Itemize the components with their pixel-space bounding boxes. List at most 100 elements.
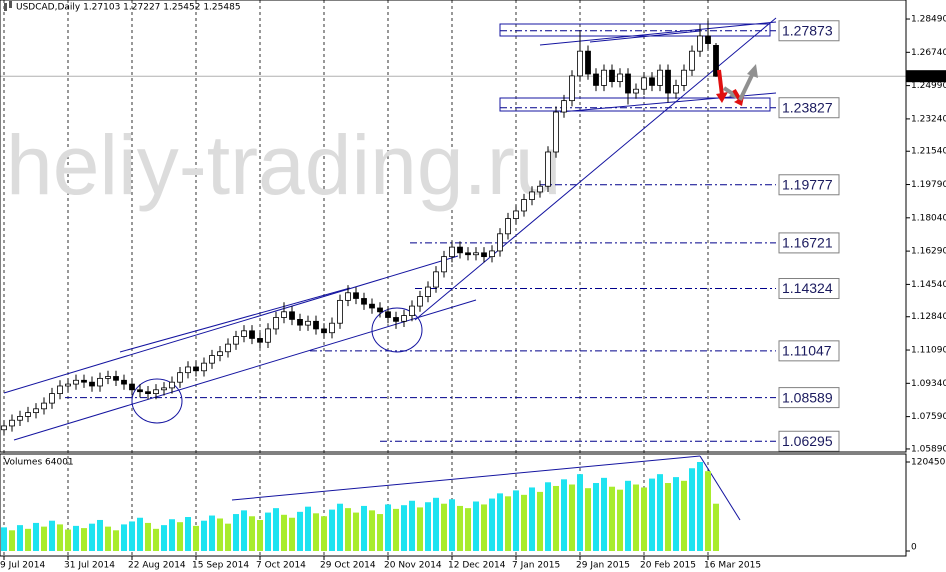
candle-body	[297, 319, 303, 326]
level-label-box	[778, 232, 840, 254]
y-tick-label: 1.14540	[911, 280, 946, 290]
volume-bar	[113, 530, 119, 551]
volume-bar	[569, 484, 575, 551]
candle-body	[113, 376, 119, 381]
candle-body	[377, 307, 383, 313]
arrow	[738, 72, 755, 101]
volume-bar	[425, 502, 431, 551]
candle-body	[217, 351, 223, 356]
candle-body	[441, 256, 447, 273]
candle-body	[233, 336, 239, 345]
volume-bar	[577, 474, 583, 551]
volume-bar	[305, 506, 311, 551]
candle-body	[305, 320, 311, 326]
volume-bar	[265, 512, 271, 551]
volume-bar	[97, 519, 103, 551]
arrow-head	[747, 64, 758, 78]
volume-bar	[297, 511, 303, 551]
volume-bar	[49, 520, 55, 551]
x-tick-label: 12 Dec 2014	[448, 561, 506, 571]
candle-body	[73, 379, 79, 385]
volume-bar	[449, 499, 455, 551]
candle-body	[121, 379, 127, 385]
candle-body	[225, 343, 231, 353]
candle-body	[81, 379, 87, 383]
candle-body	[681, 69, 687, 86]
x-tick-label: 9 Jul 2014	[0, 561, 45, 571]
volume-bar	[665, 483, 671, 551]
volume-bar	[481, 504, 487, 551]
candle-body	[201, 362, 207, 372]
candle-body	[41, 402, 47, 410]
candle-body	[537, 185, 543, 193]
volume-bar	[489, 498, 495, 551]
highlight-circle	[131, 378, 183, 424]
candle-body	[49, 393, 55, 404]
candle-body	[457, 246, 463, 254]
candle-body	[241, 330, 247, 337]
volume-bar	[601, 477, 607, 551]
x-tick-label: 15 Sep 2014	[192, 561, 249, 571]
level-label: 1.08589	[782, 389, 833, 405]
candle-body	[265, 328, 271, 343]
candle-body	[633, 88, 639, 94]
candle-body	[289, 311, 295, 320]
y-tick-label: 1.24990	[911, 81, 946, 91]
volume-bar	[289, 517, 295, 551]
volume-bar	[177, 522, 183, 551]
candle-body	[249, 330, 255, 339]
level-label-box	[778, 20, 840, 42]
volume-bar	[513, 490, 519, 551]
y-tick-label: 1.11090	[911, 346, 946, 356]
volume-title: Volumes 64001	[4, 458, 74, 468]
candle-body	[657, 69, 663, 86]
volume-bar	[361, 505, 367, 551]
volume-bar	[633, 484, 639, 551]
volume-bar	[561, 479, 567, 551]
volume-bar	[377, 514, 383, 551]
x-tick-label: 7 Oct 2014	[256, 561, 306, 571]
volume-bar	[641, 487, 647, 551]
zone-box	[499, 23, 771, 37]
zone-box	[499, 97, 771, 112]
volume-bar	[9, 530, 15, 551]
volume-bar	[457, 505, 463, 551]
chart-title: USDCAD,Daily 1.27103 1.27227 1.25452 1.2…	[16, 3, 241, 13]
x-tick-label: 7 Jan 2015	[512, 561, 560, 571]
y-tick-label: 1.05890	[911, 444, 946, 454]
volume-bar	[609, 486, 615, 551]
volume-bar	[161, 525, 167, 551]
y-tick-label: 120450	[911, 457, 946, 467]
x-tick-label: 16 Mar 2015	[704, 561, 761, 571]
candle-body	[665, 69, 671, 94]
levels-layer: 1.27873 1.23827 1.19777 1.16721 1.14324 1.110…	[65, 20, 840, 452]
candle-body	[97, 377, 103, 387]
volume-bar	[689, 468, 695, 551]
volume-bar	[537, 491, 543, 551]
candle-body	[145, 391, 151, 394]
candle-body	[689, 50, 695, 71]
level-label-box	[778, 340, 840, 362]
volume-bar	[41, 526, 47, 551]
axis-layer: 9 Jul 2014 31 Jul 2014 22 Aug 2014 15 Sep 2…	[0, 15, 946, 571]
volume-bar	[17, 525, 23, 551]
volume-bar	[393, 508, 399, 551]
volume-bar	[545, 482, 551, 551]
volume-bar	[33, 522, 39, 551]
volume-bar	[473, 501, 479, 551]
volume-bar	[81, 528, 87, 551]
candle-body	[337, 299, 343, 324]
volume-bar	[169, 519, 175, 551]
volume-bar	[73, 525, 79, 551]
candle-body	[393, 317, 399, 322]
y-tick-label: 1.18040	[911, 213, 946, 223]
level-label: 1.23827	[782, 99, 833, 115]
volume-bar	[385, 504, 391, 551]
volume-bar	[89, 523, 95, 551]
volume-bar	[337, 503, 343, 551]
current-price-label: 1.25485	[910, 72, 946, 82]
volume-bar	[673, 477, 679, 551]
x-tick-label: 31 Jul 2014	[64, 561, 115, 571]
candle-body	[169, 381, 175, 389]
